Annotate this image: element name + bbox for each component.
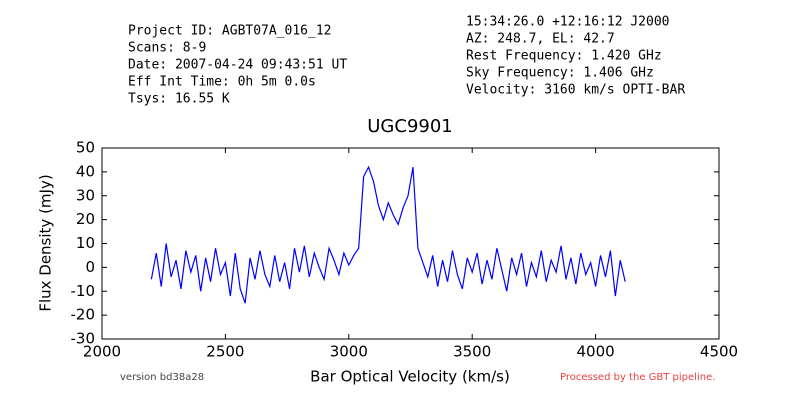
y-tick-label: 0 [85,258,95,276]
version: version bd38a28 [120,372,204,383]
header-line: AZ: 248.7, EL: 42.7 [466,32,615,47]
x-tick-label: 2500 [206,343,244,361]
x-tick-label: 4500 [700,343,738,361]
header-line: Sky Frequency: 1.406 GHz [466,66,654,81]
y-tick-label: 20 [76,210,95,228]
credit: Processed by the GBT pipeline. [560,372,715,383]
y-tick-label: 50 [76,139,95,157]
x-tick-label: 3000 [330,343,368,361]
header-line: Tsys: 16.55 K [128,92,230,107]
x-tick-label: 2000 [83,343,121,361]
x-tick-label: 3500 [453,343,491,361]
y-tick-label: 10 [76,234,95,252]
y-tick-label: -10 [71,282,96,300]
x-tick-label: 4000 [577,343,615,361]
y-tick-label: 40 [76,162,95,180]
header-line: Velocity: 3160 km/s OPTI-BAR [466,83,685,98]
y-tick-label: -30 [71,330,96,348]
header-line: Scans: 8-9 [128,41,206,56]
x-axis-label: Bar Optical Velocity (km/s) [310,368,510,386]
header-line: Eff Int Time: 0h 5m 0.0s [128,75,316,90]
spectrum-line [150,165,626,304]
y-tick-label: -20 [71,306,96,324]
header-line: Date: 2007-04-24 09:43:51 UT [128,58,347,73]
chart-title: UGC9901 [367,116,453,137]
header-line: 15:34:26.0 +12:16:12 J2000 [466,15,670,30]
header-line: Rest Frequency: 1.420 GHz [466,49,662,64]
y-axis-label: Flux Density (mJy) [37,174,55,311]
header-line: Project ID: AGBT07A_016_12 [128,24,332,39]
y-tick-label: 30 [76,186,95,204]
